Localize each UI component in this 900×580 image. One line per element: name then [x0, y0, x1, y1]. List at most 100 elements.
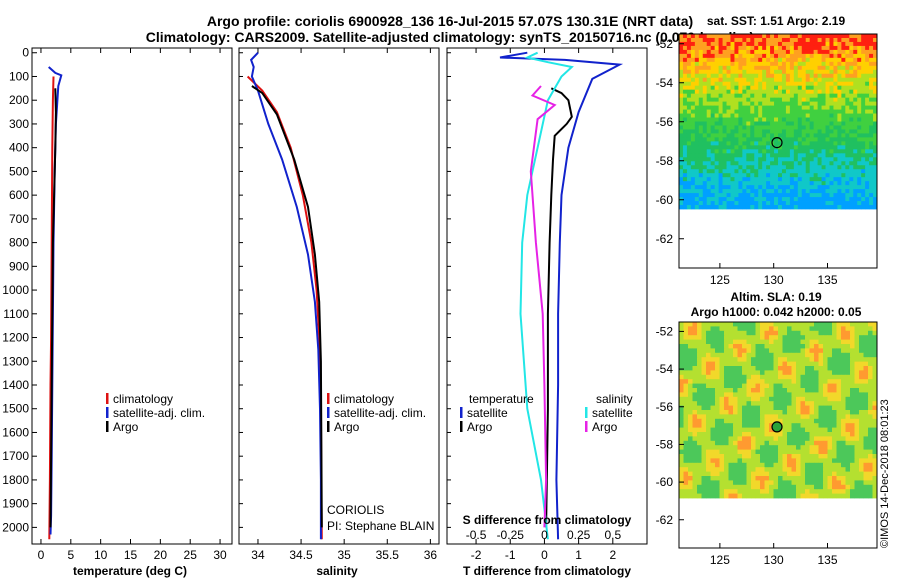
heatmap-cell	[679, 374, 684, 380]
heatmap-cell	[751, 418, 756, 424]
heatmap-cell	[764, 410, 770, 415]
series-line-climatology	[48, 76, 55, 540]
heatmap-cell	[809, 133, 815, 138]
heatmap-cell	[754, 49, 759, 55]
heatmap-cell	[849, 81, 854, 87]
heatmap-cell	[849, 117, 854, 122]
heatmap-cell	[686, 53, 692, 59]
heatmap-cell	[697, 352, 702, 358]
heatmap-cell	[702, 137, 708, 142]
heatmap-cell	[853, 137, 858, 142]
heatmap-cell	[710, 427, 716, 433]
heatmap-cell	[841, 379, 846, 384]
heatmap-cell	[789, 49, 795, 55]
heatmap-cell	[865, 81, 870, 87]
heatmap-cell	[718, 101, 723, 106]
heatmap-cell	[849, 145, 854, 150]
heatmap-cell	[710, 34, 716, 39]
heatmap-cell	[849, 37, 854, 43]
heatmap-cell	[841, 489, 846, 494]
heatmap-cell	[813, 149, 818, 154]
heatmap-cell	[679, 169, 684, 174]
heatmap-cell	[809, 374, 815, 380]
heatmap-cell	[715, 330, 720, 336]
heatmap-cell	[785, 165, 791, 170]
heatmap-cell	[805, 405, 810, 411]
heatmap-cell	[773, 352, 779, 358]
heatmap-cell	[782, 374, 788, 380]
series-line-temperature-satellite	[499, 51, 624, 540]
heatmap-cell	[868, 357, 873, 362]
heatmap-cell	[746, 322, 752, 327]
heatmap-cell	[837, 125, 842, 130]
heatmap-cell	[726, 129, 731, 134]
heatmap-cell	[778, 374, 783, 380]
heatmap-cell	[746, 141, 751, 146]
heatmap-cell	[782, 361, 788, 367]
heatmap-cell	[683, 462, 689, 468]
heatmap-cell	[702, 105, 708, 110]
heatmap-cell	[827, 348, 833, 354]
heatmap-cell	[692, 383, 698, 389]
heatmap-cell	[796, 489, 801, 494]
heatmap-cell	[734, 145, 739, 150]
heatmap-cell	[787, 330, 792, 336]
heatmap-cell	[845, 177, 850, 182]
heatmap-cell	[706, 137, 712, 142]
heatmap-cell	[742, 392, 747, 398]
heatmap-cell	[837, 34, 842, 39]
heatmap-cell	[698, 113, 704, 118]
heatmap-cell	[682, 129, 688, 134]
map-lat-label: -52	[656, 324, 674, 338]
heatmap-cell	[682, 169, 688, 174]
heatmap-cell	[857, 77, 862, 83]
heatmap-cell	[715, 476, 720, 481]
heatmap-cell	[746, 357, 752, 362]
heatmap-cell	[697, 383, 702, 389]
heatmap-cell	[793, 153, 799, 158]
heatmap-cell	[714, 93, 719, 99]
heatmap-cell	[714, 41, 719, 47]
heatmap-cell	[778, 105, 783, 110]
heatmap-cell	[778, 392, 783, 398]
heatmap-cell	[805, 193, 811, 198]
heatmap-cell	[722, 65, 727, 71]
heatmap-cell	[714, 49, 719, 55]
heatmap-cell	[833, 53, 838, 59]
heatmap-cell	[686, 169, 692, 174]
heatmap-cell	[841, 458, 846, 464]
heatmap-cell	[797, 117, 803, 122]
heatmap-cell	[857, 201, 862, 206]
heatmap-cell	[746, 65, 751, 71]
heatmap-cell	[762, 41, 767, 47]
heatmap-cell	[754, 205, 759, 210]
heatmap-cell	[750, 34, 755, 39]
heatmap-cell	[770, 205, 775, 210]
heatmap-cell	[805, 489, 810, 494]
heatmap-cell	[769, 449, 774, 455]
heatmap-cell	[821, 45, 826, 51]
heatmap-cell	[718, 201, 723, 206]
heatmap-cell	[679, 418, 684, 424]
heatmap-cell	[683, 330, 689, 336]
heatmap-cell	[710, 440, 716, 446]
heatmap-cell	[865, 145, 870, 150]
heatmap-cell	[817, 197, 822, 202]
heatmap-cell	[737, 454, 743, 459]
heatmap-cell	[710, 69, 716, 75]
heatmap-cell	[690, 137, 696, 142]
heatmap-cell	[782, 370, 788, 376]
heatmap-cell	[679, 173, 684, 178]
heatmap-cell	[758, 109, 763, 114]
heatmap-cell	[853, 141, 858, 146]
heatmap-cell	[764, 467, 770, 472]
heatmap-cell	[869, 197, 874, 202]
heatmap-cell	[690, 57, 696, 63]
heatmap-cell	[692, 445, 698, 450]
heatmap-cell	[868, 476, 873, 481]
heatmap-cell	[702, 129, 708, 134]
heatmap-cell	[769, 370, 774, 376]
heatmap-cell	[861, 69, 866, 75]
heatmap-cell	[722, 45, 727, 51]
heatmap-cell	[832, 462, 837, 468]
